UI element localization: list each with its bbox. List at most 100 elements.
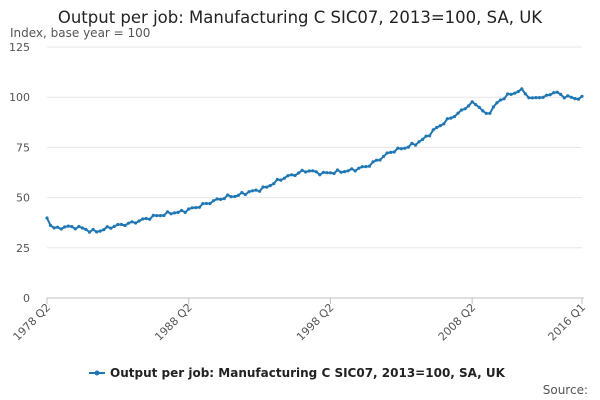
data-point[interactable]: [481, 109, 485, 113]
data-point[interactable]: [339, 170, 343, 174]
data-point[interactable]: [562, 96, 566, 100]
data-point[interactable]: [194, 206, 198, 210]
data-point[interactable]: [456, 111, 460, 115]
data-point[interactable]: [289, 173, 294, 177]
data-point[interactable]: [498, 98, 503, 102]
data-point[interactable]: [371, 160, 375, 164]
series-group[interactable]: [45, 87, 584, 234]
data-point[interactable]: [421, 137, 425, 141]
data-point[interactable]: [66, 224, 70, 228]
data-point[interactable]: [109, 226, 113, 230]
data-point[interactable]: [300, 168, 304, 172]
data-point[interactable]: [328, 171, 332, 175]
data-point[interactable]: [382, 154, 386, 158]
data-point[interactable]: [509, 92, 513, 96]
data-point[interactable]: [396, 146, 400, 150]
data-point[interactable]: [70, 225, 74, 229]
data-point[interactable]: [374, 158, 379, 162]
data-point[interactable]: [190, 206, 194, 210]
data-point[interactable]: [442, 122, 446, 126]
data-point[interactable]: [346, 169, 350, 173]
data-point[interactable]: [527, 96, 531, 100]
data-point[interactable]: [516, 90, 520, 94]
data-point[interactable]: [297, 171, 301, 175]
series-line-0[interactable]: [46, 87, 583, 234]
data-point[interactable]: [201, 202, 205, 206]
data-point[interactable]: [45, 216, 49, 220]
data-point[interactable]: [247, 190, 251, 194]
data-point[interactable]: [158, 214, 162, 218]
data-point[interactable]: [134, 221, 138, 225]
data-point[interactable]: [282, 176, 286, 180]
data-point[interactable]: [105, 225, 109, 229]
data-point[interactable]: [580, 94, 584, 98]
data-point[interactable]: [428, 134, 432, 138]
data-point[interactable]: [459, 108, 464, 112]
data-point[interactable]: [172, 211, 177, 215]
data-point[interactable]: [445, 117, 449, 121]
data-point[interactable]: [187, 207, 191, 211]
data-point[interactable]: [410, 141, 414, 145]
data-point[interactable]: [573, 97, 577, 101]
data-point[interactable]: [130, 220, 134, 224]
data-point[interactable]: [513, 91, 517, 95]
data-point[interactable]: [417, 140, 421, 144]
data-point[interactable]: [293, 173, 297, 178]
data-point[interactable]: [378, 158, 382, 162]
data-point[interactable]: [484, 111, 488, 115]
data-point[interactable]: [95, 230, 99, 234]
data-point[interactable]: [491, 105, 495, 109]
data-point[interactable]: [87, 230, 92, 234]
data-point[interactable]: [144, 216, 148, 221]
data-point[interactable]: [272, 182, 276, 186]
data-point[interactable]: [350, 167, 354, 171]
data-point[interactable]: [211, 199, 216, 203]
data-point[interactable]: [307, 169, 311, 173]
data-point[interactable]: [332, 171, 336, 176]
data-point[interactable]: [506, 92, 510, 96]
data-point[interactable]: [467, 104, 471, 108]
data-point[interactable]: [477, 105, 481, 109]
data-point[interactable]: [548, 93, 552, 97]
data-point[interactable]: [502, 97, 506, 101]
data-point[interactable]: [314, 170, 318, 174]
data-point[interactable]: [286, 174, 290, 178]
data-point[interactable]: [452, 115, 457, 119]
data-point[interactable]: [123, 223, 127, 228]
data-point[interactable]: [279, 178, 283, 182]
data-point[interactable]: [559, 92, 563, 96]
data-point[interactable]: [552, 91, 556, 95]
legend[interactable]: Output per job: Manufacturing C SIC07, 2…: [89, 366, 506, 380]
data-point[interactable]: [343, 170, 347, 174]
data-point[interactable]: [392, 150, 396, 154]
data-point[interactable]: [84, 227, 88, 232]
data-point[interactable]: [569, 95, 574, 99]
data-point[interactable]: [523, 92, 527, 96]
data-point[interactable]: [530, 96, 535, 100]
data-point[interactable]: [545, 93, 549, 97]
data-point[interactable]: [265, 185, 269, 189]
data-point[interactable]: [162, 213, 166, 218]
data-point[interactable]: [119, 222, 123, 227]
data-point[interactable]: [59, 227, 63, 231]
data-point[interactable]: [204, 201, 208, 206]
data-point[interactable]: [488, 111, 492, 115]
data-point[interactable]: [52, 226, 56, 230]
data-point[interactable]: [413, 143, 418, 147]
data-point[interactable]: [116, 222, 120, 227]
data-point[interactable]: [91, 227, 95, 232]
data-point[interactable]: [364, 165, 368, 169]
data-point[interactable]: [98, 229, 102, 233]
data-point[interactable]: [406, 145, 410, 149]
data-point[interactable]: [470, 100, 474, 104]
data-point[interactable]: [311, 169, 315, 173]
data-point[interactable]: [236, 193, 240, 197]
data-point[interactable]: [495, 101, 499, 105]
data-point[interactable]: [233, 194, 237, 199]
data-point[interactable]: [197, 205, 201, 209]
data-point[interactable]: [250, 189, 255, 193]
data-point[interactable]: [219, 197, 223, 201]
data-point[interactable]: [424, 134, 428, 138]
data-point[interactable]: [261, 185, 265, 189]
data-point[interactable]: [399, 147, 403, 151]
